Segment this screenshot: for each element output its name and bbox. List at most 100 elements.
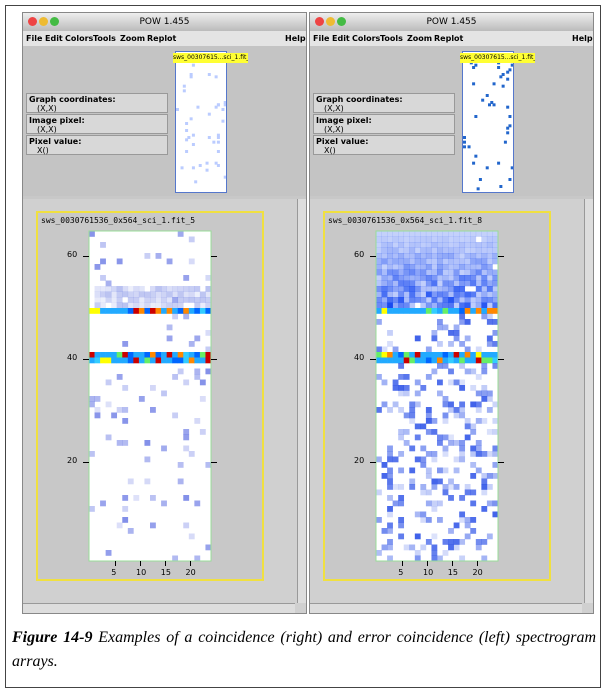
pixel: [387, 456, 393, 463]
info-label: Image pixel:: [316, 116, 372, 125]
scrollbar[interactable]: [23, 603, 295, 613]
pixel: [403, 253, 410, 259]
pixel: [459, 275, 466, 281]
pixel: [381, 346, 388, 353]
pixel: [172, 374, 179, 380]
pixel: [403, 291, 410, 298]
pixel: [448, 330, 454, 336]
thumb-pixel: [189, 117, 193, 121]
pixel: [437, 324, 443, 331]
menu-item[interactable]: Replot: [434, 34, 464, 43]
window-button[interactable]: [39, 17, 48, 26]
thumb-pixel: [176, 108, 179, 111]
pixel: [448, 258, 454, 265]
window-button[interactable]: [337, 17, 346, 26]
pixel: [442, 396, 449, 402]
menu-item[interactable]: Replot: [147, 34, 177, 43]
pixel: [459, 511, 466, 518]
pixel: [437, 247, 443, 254]
menu-item[interactable]: File: [26, 34, 43, 43]
pixel: [425, 412, 432, 419]
window-button[interactable]: [326, 17, 335, 26]
pixel: [492, 429, 499, 435]
pixel: [442, 291, 449, 298]
pixel: [403, 357, 410, 364]
pixel: [177, 231, 184, 237]
pixel: [442, 434, 449, 441]
window-button[interactable]: [315, 17, 324, 26]
pixel: [459, 264, 466, 270]
pixel: [448, 286, 454, 292]
scrollbar[interactable]: [584, 199, 593, 603]
pixel: [453, 269, 460, 276]
pixel: [431, 544, 438, 551]
pixel: [448, 379, 454, 386]
pixel: [403, 390, 410, 397]
menu-item[interactable]: Tools: [93, 34, 116, 43]
pixel: [464, 335, 471, 342]
pixel: [481, 357, 488, 364]
pixel: [376, 269, 382, 276]
pixel: [459, 357, 466, 364]
menu-item[interactable]: Zoom: [407, 34, 433, 43]
scrollbar[interactable]: [310, 603, 582, 613]
pixel: [425, 489, 432, 496]
pixel: [492, 357, 499, 364]
pixel: [464, 302, 471, 309]
pixel: [431, 429, 438, 435]
x-tick: [451, 561, 453, 566]
menu-item[interactable]: Tools: [380, 34, 403, 43]
pixel: [188, 286, 195, 292]
pixel: [414, 434, 421, 441]
menu-item[interactable]: Help: [572, 34, 593, 43]
scrollbar[interactable]: [297, 199, 306, 603]
pixel: [398, 434, 405, 441]
pixel: [464, 533, 471, 540]
thumb-pixel: [508, 68, 512, 72]
menu-item[interactable]: Zoom: [120, 34, 146, 43]
pixel: [420, 269, 427, 276]
image-border: [88, 230, 212, 562]
pixel: [475, 467, 482, 474]
pixel: [464, 236, 471, 243]
info-label: Pixel value:: [29, 137, 82, 146]
pixel: [409, 297, 416, 303]
pixel: [105, 280, 112, 287]
info-box: Pixel value: X(): [313, 135, 455, 155]
pixel: [387, 407, 393, 413]
pixel: [409, 231, 416, 237]
pixel: [464, 434, 471, 441]
pixel: [172, 302, 179, 309]
menu-item[interactable]: Help: [285, 34, 306, 43]
pixel: [486, 247, 493, 254]
window-button[interactable]: [50, 17, 59, 26]
pixel: [414, 291, 421, 298]
pixel: [392, 357, 399, 364]
pixel: [486, 390, 493, 397]
pixel: [437, 352, 443, 358]
pixel: [459, 412, 466, 419]
pixel: [150, 407, 156, 413]
pixel: [414, 231, 421, 237]
pixel: [183, 291, 190, 298]
pixel: [425, 352, 432, 358]
x-tick: [164, 561, 166, 566]
pixel: [437, 390, 443, 397]
menu-item[interactable]: File: [313, 34, 330, 43]
pixel: [442, 550, 449, 556]
menu-item[interactable]: Edit: [45, 34, 63, 43]
pixel: [398, 242, 405, 248]
pixel: [403, 258, 410, 265]
pixel: [492, 363, 499, 369]
pixel: [89, 451, 95, 457]
pixel: [166, 308, 173, 314]
window-button[interactable]: [28, 17, 37, 26]
menu-item[interactable]: Edit: [332, 34, 350, 43]
pixel: [492, 418, 499, 424]
pixel: [376, 264, 382, 270]
thumb-pixel: [187, 136, 191, 139]
menu-item[interactable]: Colors: [65, 34, 94, 43]
pixel: [161, 286, 167, 292]
menu-item[interactable]: Colors: [352, 34, 381, 43]
pixel: [453, 286, 460, 292]
